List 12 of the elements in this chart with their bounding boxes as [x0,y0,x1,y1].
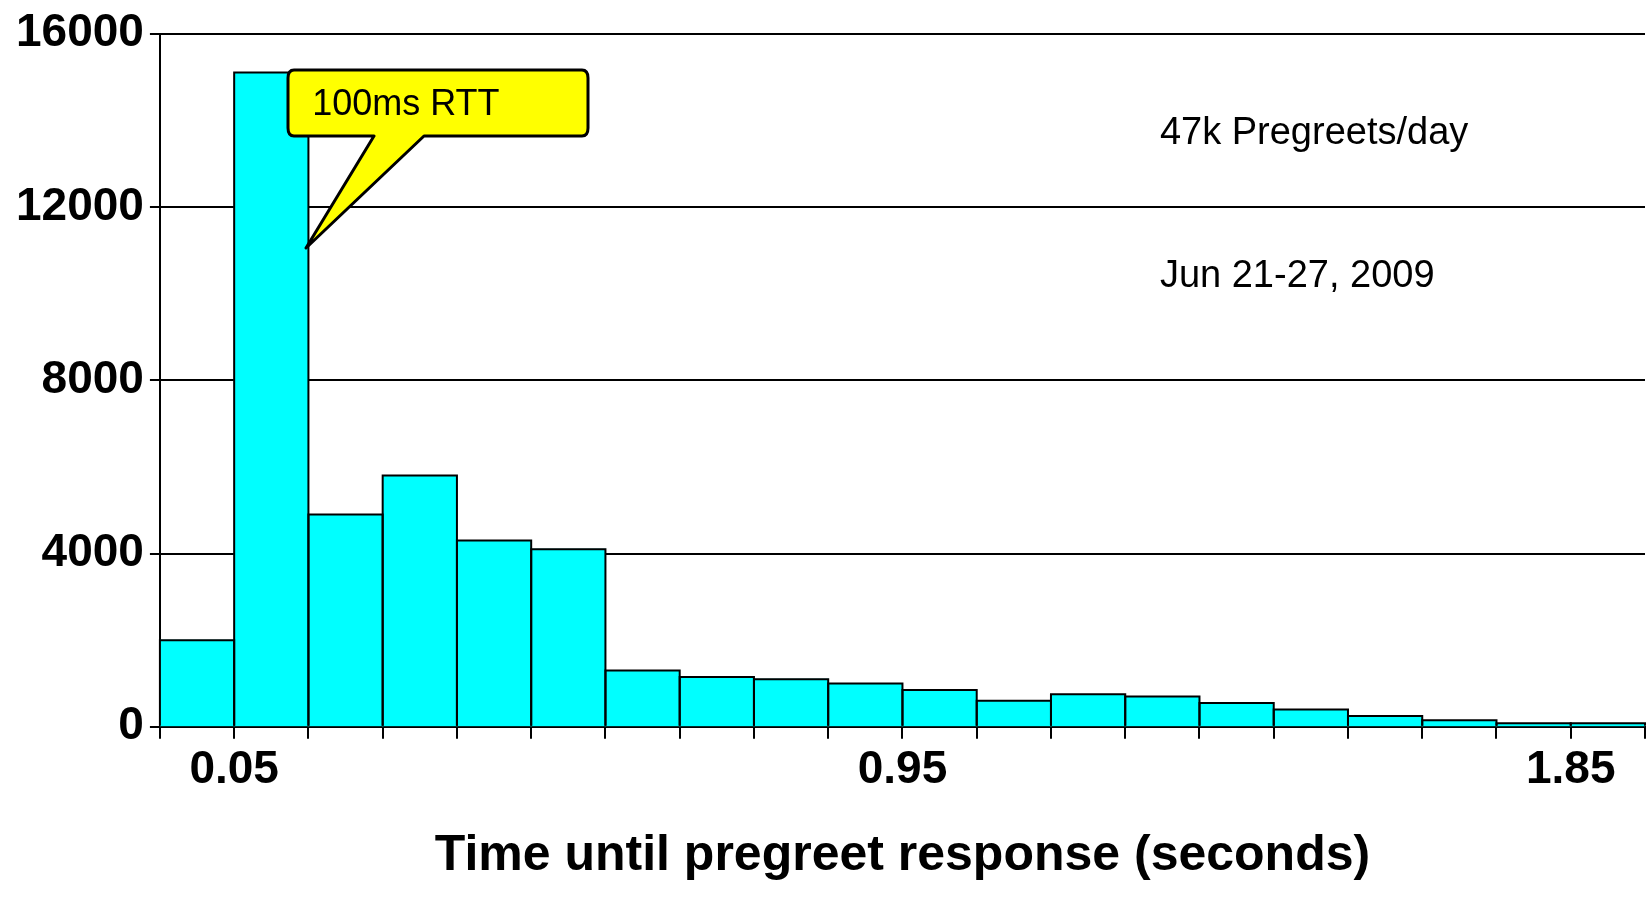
y-tick-label: 8000 [41,350,144,403]
annotation: Jun 21-27, 2009 [1159,253,1435,296]
x-tick-label: 0.95 [857,741,948,794]
y-tick-label: 4000 [41,524,144,577]
y-tick-label: 16000 [15,4,144,57]
x-axis-title: Time until pregreet response (seconds) [434,824,1371,881]
x-tick-label: 0.05 [189,741,279,794]
y-tick-label: 12000 [15,177,144,230]
annotation: 100ms RTT [312,81,500,124]
y-tick-label: 0 [118,697,144,750]
annotation: 47k Pregreets/day [1159,110,1469,153]
x-tick-label: 1.85 [1525,741,1616,794]
